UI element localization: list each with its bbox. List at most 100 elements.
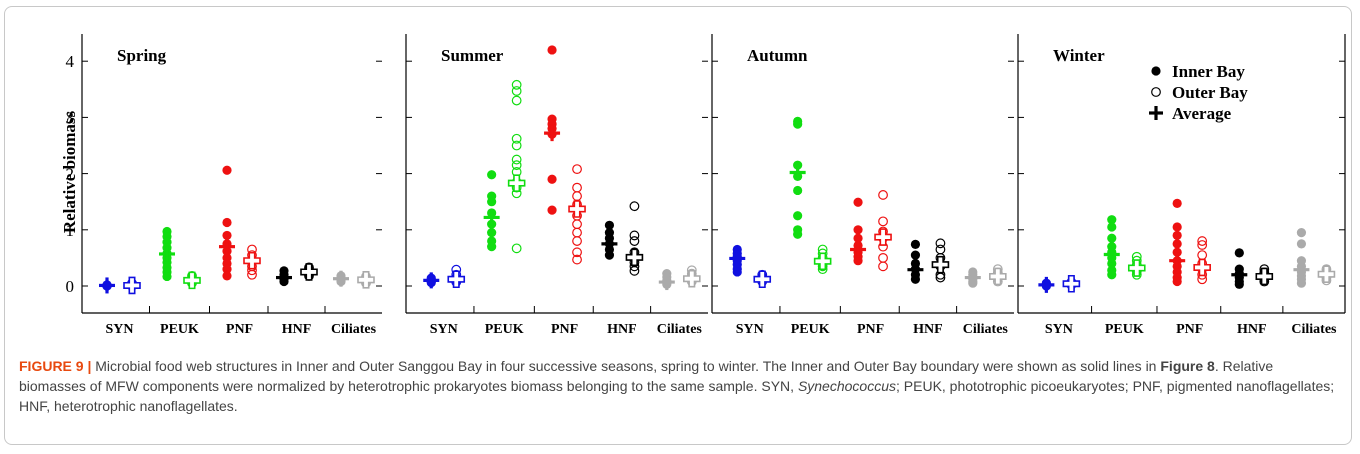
outer-average-marker (568, 200, 586, 218)
outer-average-marker (753, 270, 772, 289)
outer-point-hnf (629, 265, 640, 276)
inner-point-pnf (853, 256, 863, 266)
inner-point-pnf (1172, 222, 1182, 232)
xtick-label-hnf: HNF (1237, 322, 1267, 337)
inner-point-peuk (793, 185, 803, 196)
inner-point-syn (732, 267, 742, 277)
inner-point-peuk (1107, 222, 1117, 232)
outer-average-marker (683, 269, 701, 288)
outer-average-marker (1062, 274, 1081, 293)
outer-point-pnf (572, 164, 582, 175)
xtick-label-syn: SYN (736, 322, 764, 337)
xtick-label-syn: SYN (105, 322, 133, 337)
inner-point-pnf (547, 45, 557, 55)
caption-synechococcus: Synechococcus (797, 378, 896, 394)
xtick-label-ciliates: Ciliates (657, 322, 703, 337)
outer-point-pnf (572, 219, 582, 230)
outer-point-peuk (511, 79, 522, 90)
inner-point-peuk (793, 119, 803, 129)
caption-part3: SYN, (761, 378, 795, 394)
inner-point-peuk (487, 197, 497, 207)
inner-point-pnf (1172, 276, 1182, 287)
inner-point-hnf (1234, 279, 1244, 289)
outer-point-pnf (572, 182, 582, 193)
inner-point-peuk (162, 271, 172, 282)
xtick-label-pnf: PNF (1176, 322, 1203, 337)
outer-point-pnf (572, 191, 582, 201)
outer-average-marker (874, 228, 892, 246)
inner-point-peuk (793, 229, 803, 239)
xtick-label-peuk: PEUK (160, 322, 199, 337)
inner-point-ciliates (1296, 239, 1307, 249)
outer-point-pnf (1197, 250, 1208, 260)
xtick-label-pnf: PNF (551, 322, 578, 337)
inner-point-pnf (1172, 247, 1182, 257)
xtick-label-ciliates: Ciliates (963, 322, 1009, 337)
outer-point-pnf (878, 261, 888, 272)
legend-inner-marker (1151, 66, 1161, 76)
outer-average-marker (813, 252, 832, 271)
xtick-label-hnf: HNF (913, 322, 943, 337)
outer-point-hnf (629, 230, 640, 241)
inner-point-peuk (1107, 270, 1117, 280)
inner-point-peuk (487, 170, 497, 180)
xtick-label-peuk: PEUK (485, 322, 524, 337)
outer-average-marker (447, 270, 466, 289)
inner-point-pnf (222, 230, 232, 241)
inner-point-peuk (1107, 233, 1117, 243)
inner-point-pnf (1172, 230, 1182, 241)
panel-title-summer: Summer (441, 46, 504, 65)
outer-average-marker (507, 174, 526, 192)
inner-point-peuk (1107, 258, 1117, 269)
outer-point-pnf (1197, 236, 1208, 246)
ytick-label: 4 (66, 52, 75, 71)
outer-point-peuk (511, 243, 522, 254)
panel-title-spring: Spring (117, 46, 167, 65)
xtick-label-ciliates: Ciliates (331, 322, 377, 337)
legend-average-label: Average (1172, 104, 1232, 123)
xtick-label-peuk: PEUK (791, 322, 830, 337)
panel-title-winter: Winter (1053, 46, 1105, 65)
outer-point-pnf (247, 269, 257, 280)
outer-average-marker (1127, 259, 1146, 277)
inner-point-peuk (487, 228, 497, 238)
inner-point-pnf (1172, 239, 1182, 249)
outer-average-marker (1193, 258, 1211, 277)
inner-point-hnf (910, 250, 921, 260)
outer-average-marker (931, 255, 950, 274)
ytick-label: 2 (66, 165, 75, 184)
outer-point-pnf (878, 252, 888, 263)
outer-point-pnf (878, 216, 888, 227)
outer-point-pnf (572, 236, 582, 246)
inner-point-hnf (604, 250, 615, 260)
outer-average-marker (625, 248, 644, 267)
outer-point-hnf (629, 201, 640, 212)
inner-point-pnf (222, 271, 232, 281)
legend-outer-label: Outer Bay (1172, 83, 1248, 102)
inner-point-ciliates (1296, 228, 1307, 238)
xtick-label-hnf: HNF (607, 322, 637, 337)
outer-point-pnf (572, 247, 582, 258)
xtick-label-pnf: PNF (226, 322, 253, 337)
inner-point-pnf (222, 217, 232, 228)
figure-caption: FIGURE 9 | Microbial food web structures… (19, 356, 1339, 416)
outer-average-marker (123, 276, 141, 295)
caption-part4: ; PEUK, phototrophic picoeukaryotes; PNF… (19, 378, 1335, 414)
inner-point-hnf (1234, 248, 1244, 258)
outer-point-peuk (511, 140, 522, 151)
outer-average-marker (300, 263, 318, 281)
outer-point-pnf (572, 254, 582, 265)
inner-point-pnf (853, 197, 863, 207)
caption-figure-ref[interactable]: Figure 8 (1160, 358, 1215, 374)
outer-point-peuk (511, 154, 522, 165)
outer-average-marker (1317, 265, 1336, 283)
inner-point-pnf (222, 264, 232, 274)
outer-point-peuk (511, 95, 522, 106)
xtick-label-syn: SYN (430, 322, 458, 337)
legend-inner-label: Inner Bay (1172, 62, 1245, 81)
outer-average-marker (357, 271, 375, 289)
outer-average-marker (243, 251, 261, 270)
xtick-label-ciliates: Ciliates (1291, 322, 1337, 337)
outer-point-peuk (511, 160, 522, 171)
outer-average-marker (183, 271, 201, 290)
